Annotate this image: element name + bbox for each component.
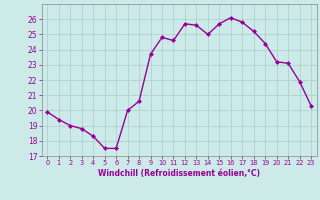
X-axis label: Windchill (Refroidissement éolien,°C): Windchill (Refroidissement éolien,°C): [98, 169, 260, 178]
